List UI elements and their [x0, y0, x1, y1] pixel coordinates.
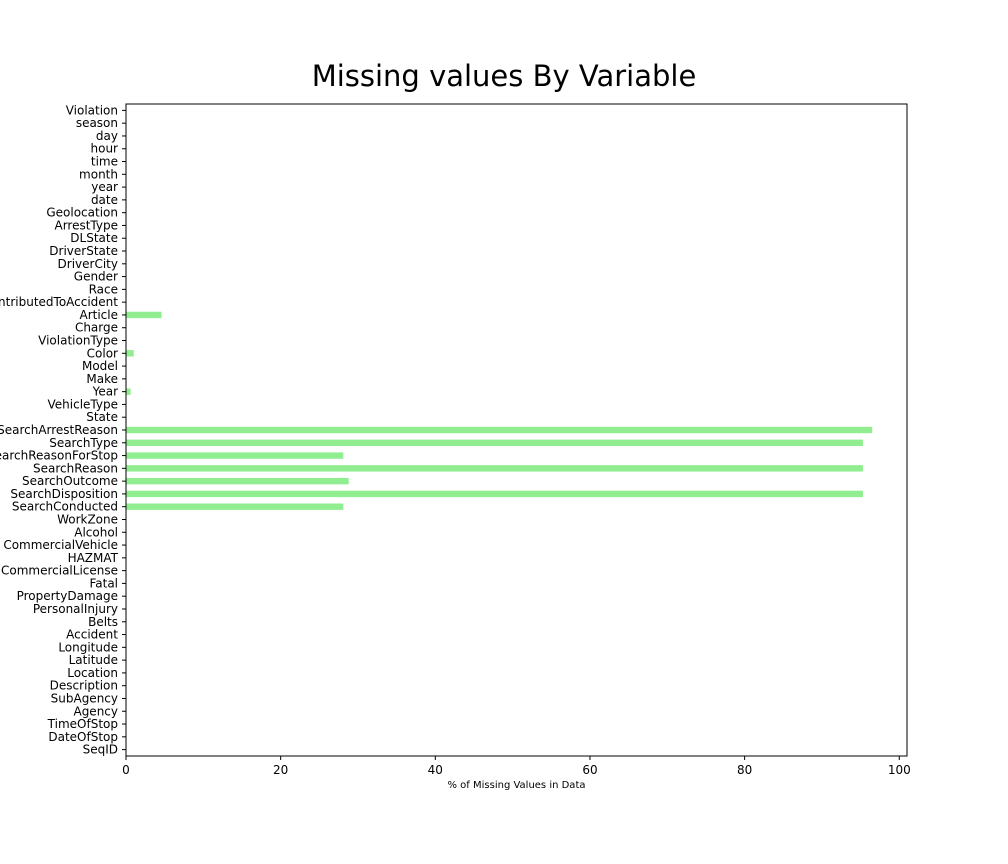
y-tick-label-state: State: [86, 410, 118, 424]
y-tick-label-timeofstop: TimeOfStop: [47, 717, 118, 731]
y-tick-label-race: Race: [89, 282, 118, 296]
y-tick-label-searcharrestreason: SearchArrestReason: [0, 423, 118, 437]
x-tick-label-20: 20: [273, 763, 288, 777]
y-tick-label-month: month: [79, 167, 118, 181]
bar-searchoutcome: [126, 477, 349, 485]
y-tick-label-fatal: Fatal: [89, 576, 118, 590]
x-tick-label-100: 100: [888, 763, 911, 777]
bar-article: [126, 311, 162, 319]
y-tick-label-violation: Violation: [66, 103, 118, 117]
x-tick-label-0: 0: [122, 763, 130, 777]
y-tick-label-arresttype: ArrestType: [54, 218, 118, 232]
y-tick-label-personalinjury: PersonalInjury: [33, 602, 118, 616]
y-tick-label-longitude: Longitude: [58, 640, 118, 654]
bar-searchtype: [126, 439, 863, 446]
y-tick-label-searchtype: SearchType: [49, 436, 118, 450]
x-tick-label-60: 60: [582, 763, 597, 777]
y-tick-label-searchoutcome: SearchOutcome: [22, 474, 118, 488]
y-tick-label-accident: Accident: [66, 628, 118, 642]
y-tick-label-article: Article: [80, 308, 119, 322]
y-tick-label-seqid: SeqID: [83, 743, 118, 757]
y-tick-label-searchreasonforstop: SearchReasonForStop: [0, 449, 118, 463]
y-tick-label-description: Description: [50, 679, 118, 693]
y-tick-label-geolocation: Geolocation: [46, 206, 118, 220]
y-tick-label-time: time: [91, 155, 118, 169]
y-tick-label-location: Location: [67, 666, 118, 680]
y-tick-label-searchdisposition: SearchDisposition: [10, 487, 118, 501]
y-tick-label-color: Color: [87, 346, 118, 360]
y-tick-label-workzone: WorkZone: [57, 512, 118, 526]
y-tick-label-dlstate: DLState: [70, 231, 118, 245]
y-tick-label-searchreason: SearchReason: [33, 461, 118, 475]
y-tick-label-violationtype: ViolationType: [38, 334, 118, 348]
y-tick-label-vehicletype: VehicleType: [48, 397, 118, 411]
y-tick-label-charge: Charge: [75, 321, 118, 335]
x-tick-label-80: 80: [737, 763, 752, 777]
bar-searchreason: [126, 465, 863, 472]
y-tick-label-driverstate: DriverState: [49, 244, 118, 258]
bar-color: [126, 350, 134, 357]
bars-layer: [126, 311, 873, 510]
y-tick-label-hour: hour: [91, 142, 119, 156]
bar-searchconducted: [126, 503, 344, 510]
y-tick-label-year: Year: [92, 385, 118, 399]
y-tick-label-drivercity: DriverCity: [58, 257, 118, 271]
y-tick-label-commercialvehicle: CommercialVehicle: [3, 538, 118, 552]
x-tick-label-40: 40: [428, 763, 443, 777]
x-axis-label: % of Missing Values in Data: [448, 780, 586, 791]
y-tick-label-commerciallicense: CommercialLicense: [1, 564, 118, 578]
y-tick-label-contributedtoaccident: ContributedToAccident: [0, 295, 118, 309]
y-tick-label-season: season: [76, 116, 118, 130]
y-tick-label-date: date: [91, 193, 118, 207]
y-tick-label-model: Model: [82, 359, 118, 373]
bar-year: [126, 388, 131, 395]
y-tick-label-gender: Gender: [74, 270, 118, 284]
y-tick-label-day: day: [96, 129, 118, 143]
y-tick-label-agency: Agency: [73, 704, 118, 718]
y-tick-label-dateofstop: DateOfStop: [48, 730, 118, 744]
y-tick-label-make: Make: [86, 372, 118, 386]
bar-searchdisposition: [126, 490, 863, 498]
y-tick-label-belts: Belts: [88, 615, 118, 629]
y-tick-label-subagency: SubAgency: [51, 691, 118, 705]
y-tick-label-year: year: [91, 180, 118, 194]
chart-title: Missing values By Variable: [312, 59, 697, 93]
bar-searchreasonforstop: [126, 452, 344, 459]
y-axis: SeqIDDateOfStopTimeOfStopAgencySubAgency…: [0, 103, 126, 757]
y-tick-label-searchconducted: SearchConducted: [12, 500, 118, 514]
y-tick-label-alcohol: Alcohol: [74, 525, 118, 539]
y-tick-label-latitude: Latitude: [69, 653, 118, 667]
y-tick-label-hazmat: HAZMAT: [68, 551, 119, 565]
x-axis: 0 20 40 60 80 100: [122, 756, 911, 777]
bar-searcharrestreason: [126, 426, 873, 434]
y-tick-label-propertydamage: PropertyDamage: [17, 589, 118, 603]
